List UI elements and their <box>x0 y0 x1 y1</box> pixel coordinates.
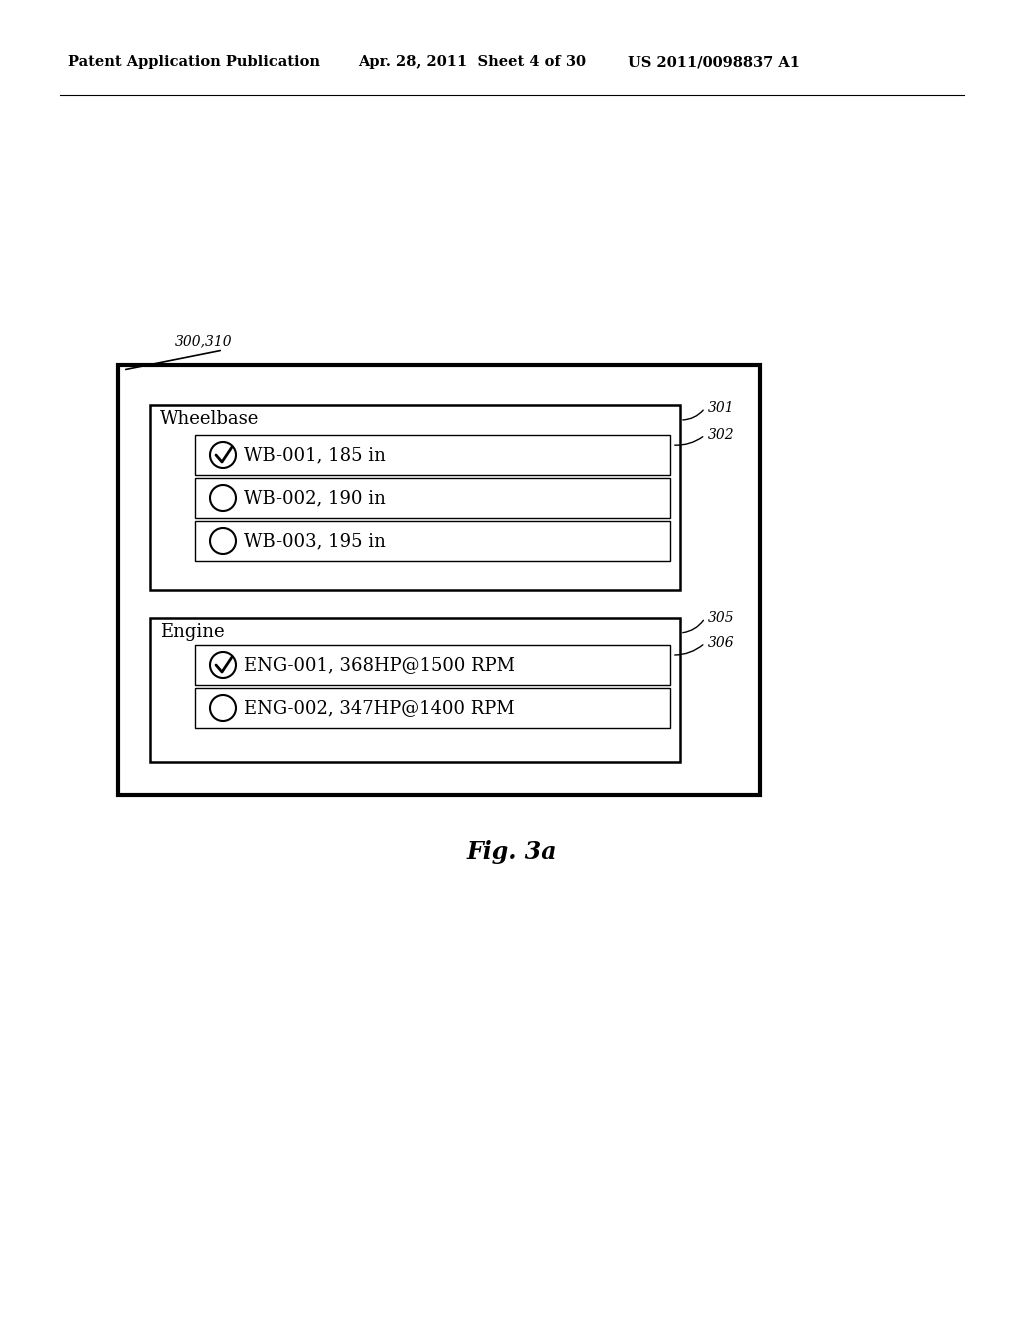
Text: ENG-002, 347HP@1400 RPM: ENG-002, 347HP@1400 RPM <box>244 700 515 717</box>
Text: WB-001, 185 in: WB-001, 185 in <box>244 446 386 465</box>
Bar <box>195 688 670 729</box>
Text: Engine: Engine <box>160 623 224 642</box>
Text: WB-002, 190 in: WB-002, 190 in <box>244 488 386 507</box>
Text: 305: 305 <box>708 611 734 624</box>
Text: Wheelbase: Wheelbase <box>160 411 259 428</box>
Bar <box>195 478 670 517</box>
Text: 302: 302 <box>708 428 734 442</box>
Bar <box>195 645 670 685</box>
Text: ENG-001, 368HP@1500 RPM: ENG-001, 368HP@1500 RPM <box>244 656 515 675</box>
Text: Apr. 28, 2011  Sheet 4 of 30: Apr. 28, 2011 Sheet 4 of 30 <box>358 55 586 69</box>
Text: US 2011/0098837 A1: US 2011/0098837 A1 <box>628 55 800 69</box>
Bar <box>195 436 670 475</box>
Text: WB-003, 195 in: WB-003, 195 in <box>244 532 386 550</box>
Bar <box>150 618 680 762</box>
Text: 301: 301 <box>708 401 734 414</box>
Bar <box>150 405 680 590</box>
Text: Fig. 3a: Fig. 3a <box>467 840 557 865</box>
Text: 300,310: 300,310 <box>175 334 232 348</box>
Text: 306: 306 <box>708 636 734 649</box>
Bar <box>118 366 760 795</box>
Text: Patent Application Publication: Patent Application Publication <box>68 55 319 69</box>
Bar <box>195 521 670 561</box>
